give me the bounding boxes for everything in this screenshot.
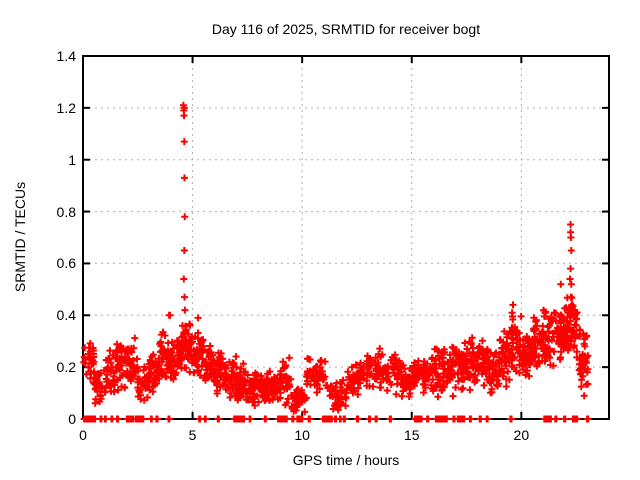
x-tick-label: 20 [513,427,530,443]
x-axis-label: GPS time / hours [292,452,400,468]
y-tick-label: 0.8 [56,203,76,220]
x-tick-label: 0 [79,427,87,443]
chart-title: Day 116 of 2025, SRMTID for receiver bog… [211,21,481,37]
y-tick-label: 1.2 [56,99,76,116]
y-tick-label: 0 [68,411,76,427]
y-tick-label: 1.4 [56,48,76,64]
y-tick-label: 0.2 [56,359,76,376]
y-tick-label: 0.4 [56,307,76,324]
x-tick-label: 15 [403,427,420,443]
x-tick-label: 10 [294,427,310,443]
x-tick-label: 5 [188,427,197,443]
y-tick-label: 1 [68,151,76,168]
y-tick-label: 0.6 [56,255,76,272]
